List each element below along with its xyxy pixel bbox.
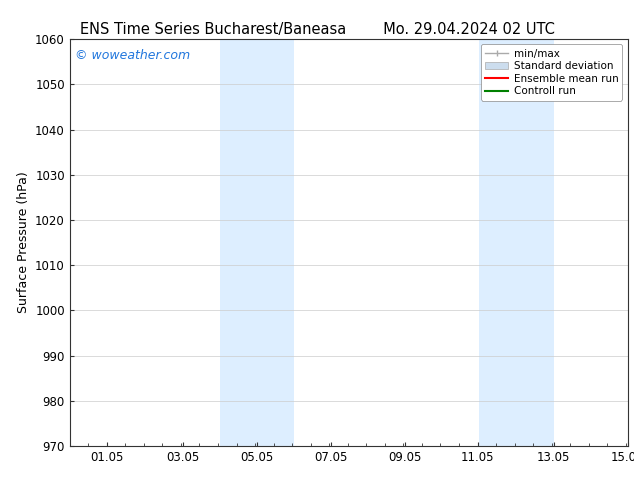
Bar	[479, 39, 553, 446]
Bar	[220, 39, 294, 446]
Text: © woweather.com: © woweather.com	[75, 49, 190, 62]
Y-axis label: Surface Pressure (hPa): Surface Pressure (hPa)	[16, 172, 30, 314]
Legend: min/max, Standard deviation, Ensemble mean run, Controll run: min/max, Standard deviation, Ensemble me…	[481, 45, 623, 100]
Text: ENS Time Series Bucharest/Baneasa        Mo. 29.04.2024 02 UTC: ENS Time Series Bucharest/Baneasa Mo. 29…	[79, 22, 555, 37]
